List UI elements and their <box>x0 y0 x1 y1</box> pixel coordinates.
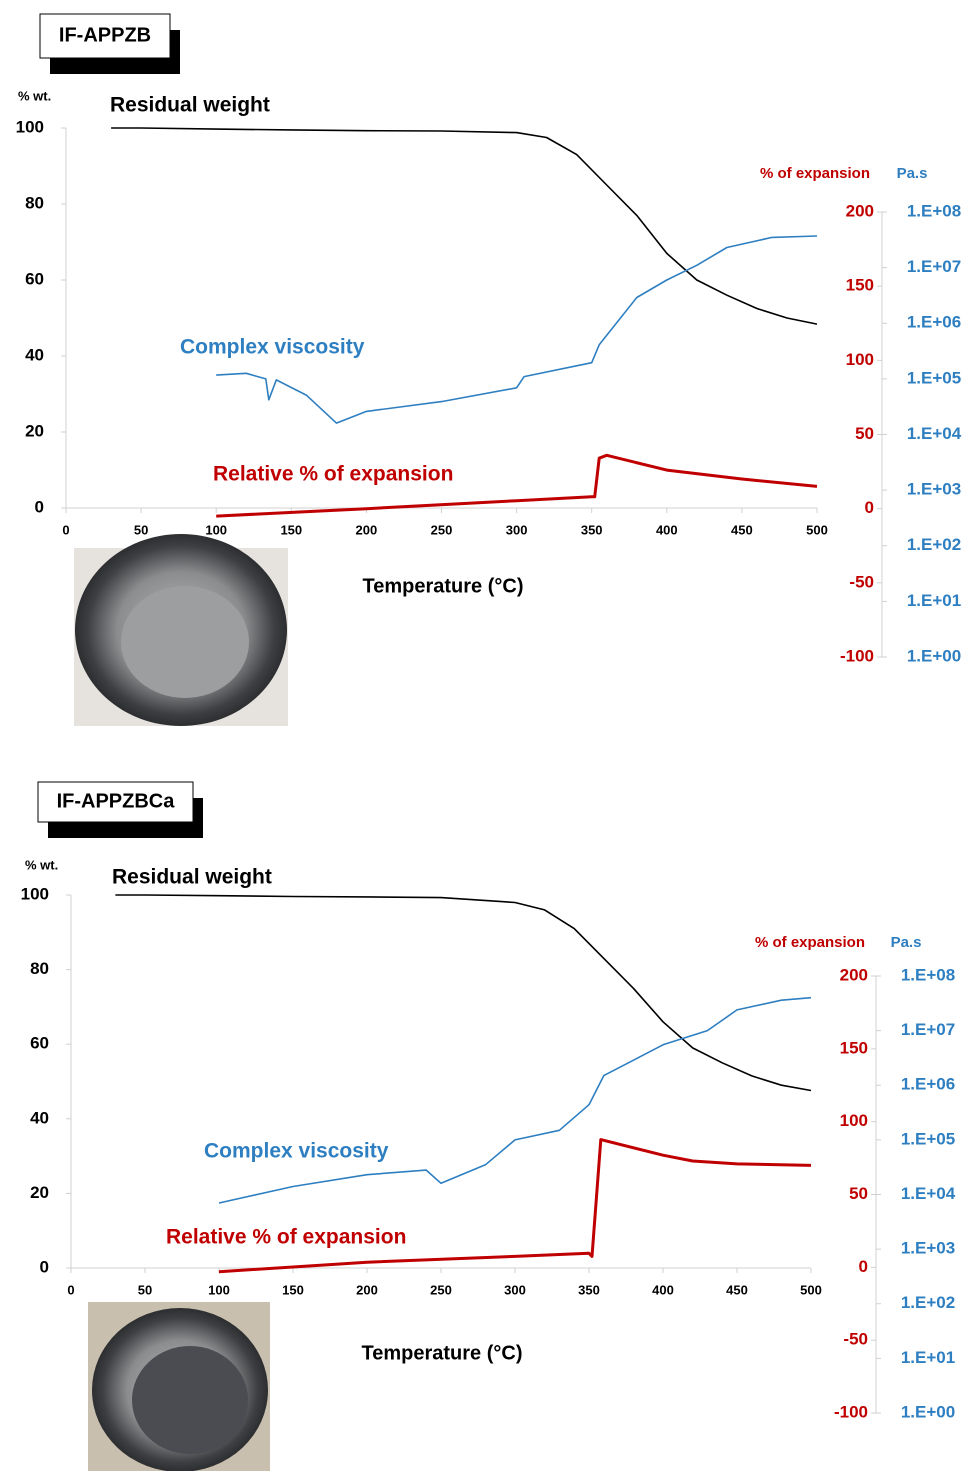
x-tick-label: 200 <box>356 522 378 537</box>
y-tick-label: 100 <box>21 884 49 903</box>
title-box <box>37 781 194 823</box>
y-tick-label: 20 <box>25 421 44 440</box>
y2-tick-label: 50 <box>855 424 874 443</box>
y2-tick-label: 100 <box>846 350 874 369</box>
x-tick-label: 100 <box>205 522 227 537</box>
y3-tick-label: 1.E+02 <box>901 1293 955 1312</box>
x-tick-label: 0 <box>62 522 69 537</box>
x-axis-label: Temperature (°C) <box>362 1342 523 1364</box>
y2-tick-label: 200 <box>840 965 868 984</box>
series-label: Relative % of expansion <box>166 1226 406 1249</box>
series-label: Relative % of expansion <box>213 463 453 486</box>
y2-tick-label: -50 <box>843 1330 868 1349</box>
y3-tick-label: 1.E+06 <box>907 313 961 332</box>
photo <box>88 1302 270 1472</box>
x-tick-label: 300 <box>506 522 528 537</box>
series-line <box>111 127 818 325</box>
x-tick-label: 200 <box>356 1282 378 1297</box>
series-line <box>218 996 812 1204</box>
x-tick-label: 100 <box>208 1282 230 1297</box>
x-tick-label: 0 <box>67 1282 74 1297</box>
x-tick-label: 500 <box>800 1282 822 1297</box>
y2-tick-label: -100 <box>834 1402 868 1421</box>
y2-tick-label: 150 <box>846 276 874 295</box>
series-label: Complex viscosity <box>204 1140 389 1163</box>
y3-tick-label: 1.E+00 <box>907 646 961 665</box>
x-tick-label: 400 <box>656 522 678 537</box>
y-tick-label: 60 <box>30 1034 49 1053</box>
y2-axis-label: % of expansion <box>755 934 865 951</box>
y2-tick-label: -100 <box>840 646 874 665</box>
y-tick-label: 80 <box>25 193 44 212</box>
x-tick-label: 50 <box>138 1282 152 1297</box>
x-tick-label: 50 <box>134 522 148 537</box>
y3-tick-label: 1.E+01 <box>901 1348 955 1367</box>
y-tick-label: 60 <box>25 269 44 288</box>
series-label: Residual weight <box>112 866 272 889</box>
x-axis-label: Temperature (°C) <box>363 575 524 597</box>
chart-title: IF-APPZB <box>59 24 151 46</box>
series-label: Residual weight <box>110 94 270 117</box>
y3-tick-label: 1.E+05 <box>901 1129 955 1148</box>
y2-tick-label: 150 <box>840 1038 868 1057</box>
y2-tick-label: 200 <box>846 201 874 220</box>
y-axis-label: % wt. <box>25 857 58 872</box>
y-axis-label: % wt. <box>18 88 51 103</box>
y2-axis-label: % of expansion <box>760 165 870 182</box>
y3-tick-label: 1.E+03 <box>907 480 961 499</box>
photo <box>74 534 288 726</box>
x-tick-label: 450 <box>731 522 753 537</box>
x-tick-label: 250 <box>431 522 453 537</box>
x-tick-label: 150 <box>282 1282 304 1297</box>
series-line <box>115 894 812 1092</box>
x-tick-label: 400 <box>652 1282 674 1297</box>
y2-tick-label: 0 <box>859 1257 868 1276</box>
y-tick-label: 20 <box>30 1183 49 1202</box>
y3-tick-label: 1.E+02 <box>907 535 961 554</box>
y3-tick-label: 1.E+01 <box>907 591 961 610</box>
x-tick-label: 250 <box>430 1282 452 1297</box>
y2-tick-label: -50 <box>849 572 874 591</box>
y3-axis-label: Pa.s <box>897 165 928 182</box>
y-tick-label: 0 <box>35 497 44 516</box>
y3-tick-label: 1.E+03 <box>901 1239 955 1258</box>
y2-tick-label: 0 <box>865 498 874 517</box>
y2-tick-label: 50 <box>849 1184 868 1203</box>
y3-tick-label: 1.E+08 <box>907 201 961 220</box>
y-tick-label: 40 <box>30 1108 49 1127</box>
y3-tick-label: 1.E+05 <box>907 368 961 387</box>
chart-title: IF-APPZBCa <box>57 790 176 812</box>
x-tick-label: 500 <box>806 522 828 537</box>
title-box <box>39 13 171 59</box>
series-label: Complex viscosity <box>180 336 365 359</box>
x-tick-label: 300 <box>504 1282 526 1297</box>
y-tick-label: 80 <box>30 959 49 978</box>
series-line <box>218 1138 812 1274</box>
y-tick-label: 0 <box>40 1257 49 1276</box>
y3-tick-label: 1.E+04 <box>901 1184 956 1203</box>
x-tick-label: 350 <box>578 1282 600 1297</box>
x-tick-label: 350 <box>581 522 603 537</box>
y3-tick-label: 1.E+04 <box>907 424 962 443</box>
y3-tick-label: 1.E+00 <box>901 1402 955 1421</box>
series-line <box>216 453 818 518</box>
y3-tick-label: 1.E+06 <box>901 1075 955 1094</box>
x-tick-label: 150 <box>280 522 302 537</box>
y-tick-label: 100 <box>16 117 44 136</box>
y3-tick-label: 1.E+07 <box>907 257 961 276</box>
y3-axis-label: Pa.s <box>891 934 922 951</box>
series-line <box>216 235 818 424</box>
y3-tick-label: 1.E+08 <box>901 965 955 984</box>
y-tick-label: 40 <box>25 345 44 364</box>
x-tick-label: 450 <box>726 1282 748 1297</box>
y3-tick-label: 1.E+07 <box>901 1020 955 1039</box>
y2-tick-label: 100 <box>840 1111 868 1130</box>
